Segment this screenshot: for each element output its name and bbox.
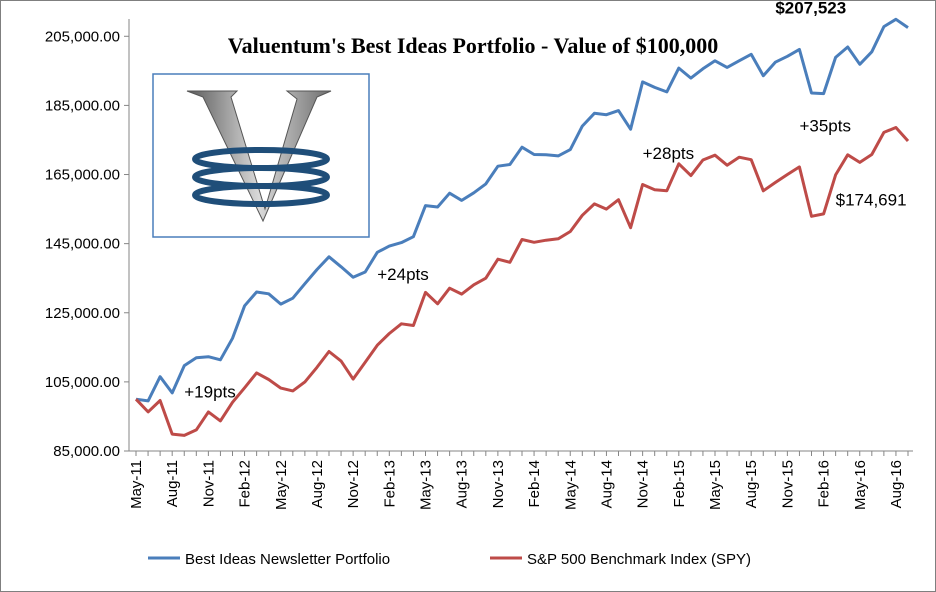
x-tick-label: May-12 <box>273 460 290 510</box>
x-tick-label: Feb-12 <box>237 460 254 508</box>
y-tick-label: 105,000.00 <box>45 374 120 391</box>
x-tick-label: Aug-11 <box>164 460 181 507</box>
portfolio-series-line <box>135 17 909 403</box>
x-tick-label: Feb-13 <box>381 460 398 508</box>
annotation-label: +35pts <box>799 116 851 135</box>
x-tick-label: Aug-15 <box>743 460 760 508</box>
annotation-label: +24pts <box>377 265 429 284</box>
y-tick-label: 145,000.00 <box>45 236 120 253</box>
x-tick-label: Feb-16 <box>816 460 833 508</box>
y-tick-label: 185,000.00 <box>45 97 120 114</box>
benchmark-series-line <box>134 126 910 437</box>
y-tick-label: 85,000.00 <box>53 443 120 460</box>
legend-label: Best Ideas Newsletter Portfolio <box>185 551 390 568</box>
x-tick-label: May-15 <box>707 460 724 510</box>
annotation-label: +28pts <box>643 144 695 163</box>
chart-legend: Best Ideas Newsletter Portfolio S&P 500 B… <box>148 551 751 568</box>
x-tick-label: Aug-13 <box>454 460 471 508</box>
x-tick-label: May-11 <box>128 460 145 509</box>
x-tick-label: Nov-12 <box>345 460 362 508</box>
valuentum-v-logo <box>152 73 370 238</box>
x-tick-label: Nov-15 <box>779 460 796 508</box>
y-tick-label: 205,000.00 <box>45 28 120 45</box>
annotation-label: +19pts <box>184 382 236 401</box>
chart-title: Valuentum's Best Ideas Portfolio - Value… <box>228 33 719 58</box>
annotation-label: $174,691 <box>836 190 907 209</box>
x-tick-label: Feb-15 <box>671 460 688 508</box>
x-tick-label: May-13 <box>418 460 435 510</box>
y-tick-label: 165,000.00 <box>45 167 120 184</box>
chart-axes: 85,000.00 105,000.00 125,000.00 145,000.00 1… <box>45 19 913 510</box>
x-tick-label: May-16 <box>852 460 869 510</box>
x-tick-label: Aug-12 <box>309 460 326 508</box>
x-tick-label: Feb-14 <box>526 460 543 508</box>
annotation-label: $207,523 <box>775 1 846 17</box>
chart-lines <box>134 17 910 437</box>
x-tick-label: Aug-14 <box>598 460 615 508</box>
y-tick-label: 125,000.00 <box>45 305 120 322</box>
x-tick-label: Nov-14 <box>635 460 652 508</box>
legend-label: S&P 500 Benchmark Index (SPY) <box>527 551 751 568</box>
x-tick-label: Aug-16 <box>888 460 905 508</box>
chart-annotations: +19pts +24pts +28pts +35pts $207,523 $174,691 <box>184 1 906 401</box>
x-tick-label: May-14 <box>562 460 579 510</box>
x-tick-label: Nov-13 <box>490 460 507 508</box>
x-tick-label: Nov-11 <box>200 460 217 507</box>
